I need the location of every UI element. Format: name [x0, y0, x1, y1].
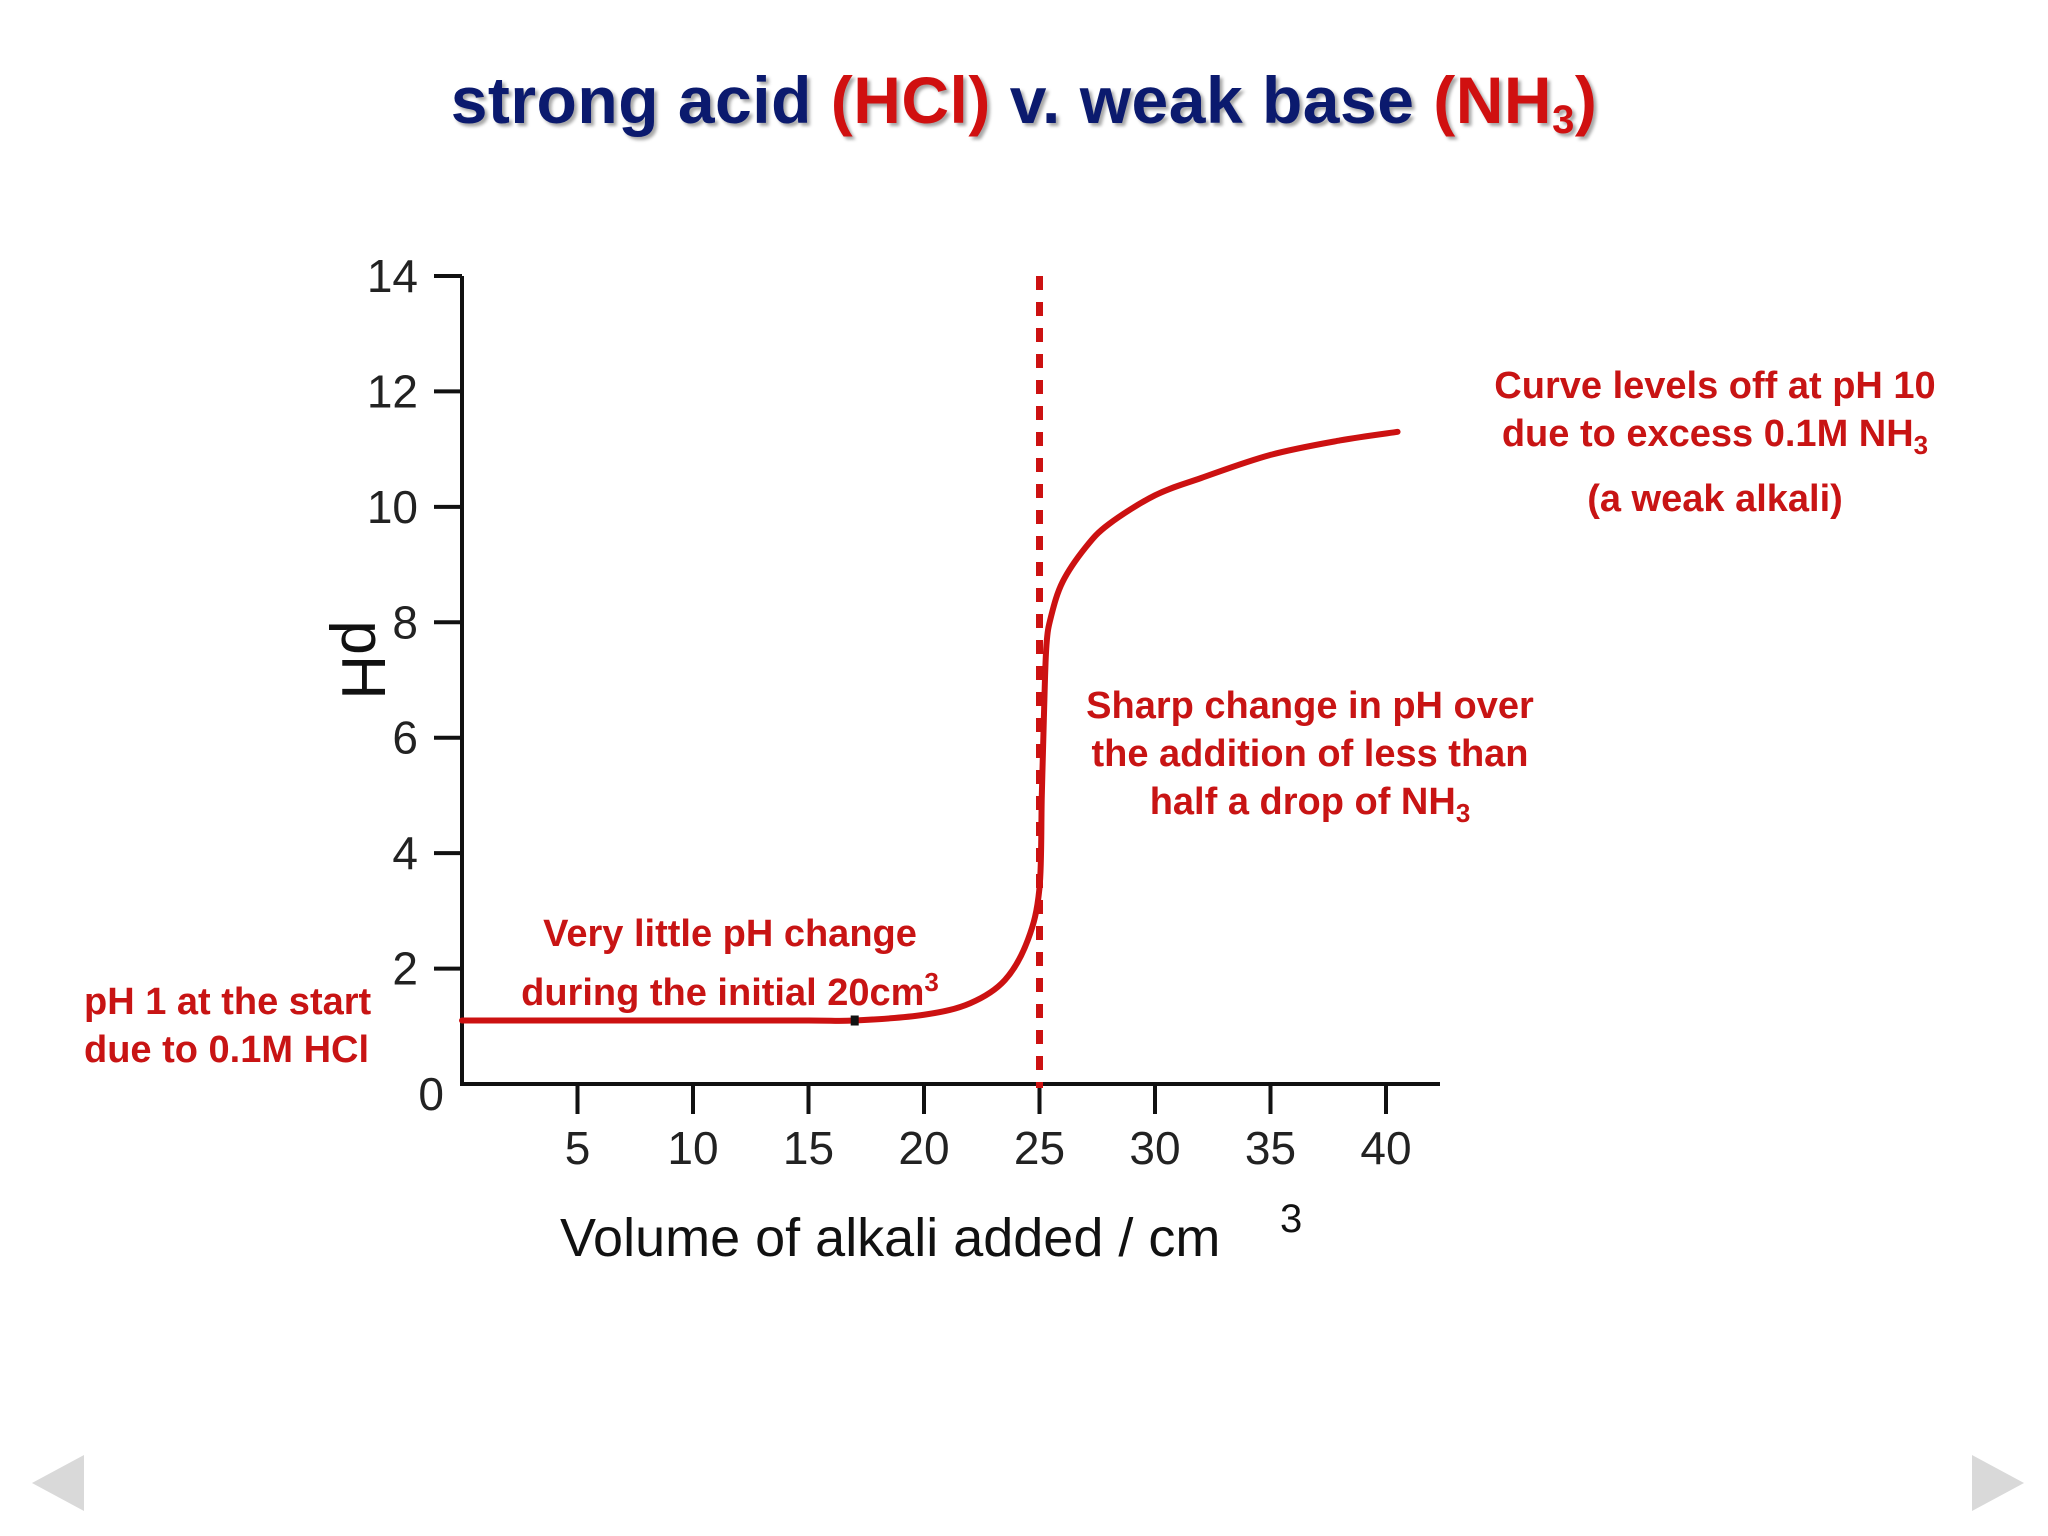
previous-slide-button[interactable]	[32, 1455, 84, 1511]
x-tick-label-25: 25	[1014, 1122, 1065, 1174]
x-tick-label-20: 20	[898, 1122, 949, 1174]
title-base-subscript: 3	[1552, 98, 1575, 142]
annotation-levels-sub: 3	[1913, 430, 1929, 460]
y-tick-label-2: 2	[392, 943, 418, 995]
y-tick-label-10: 10	[367, 481, 418, 533]
y-tick-label-8: 8	[392, 596, 418, 648]
y-tick-label-6: 6	[392, 712, 418, 764]
x-tick-label-5: 5	[565, 1122, 591, 1174]
chart-axes	[460, 276, 1440, 1086]
annotation-levels-line1: Curve levels off at pH 10	[1494, 365, 1936, 407]
annotation-sharp-sub: 3	[1455, 798, 1471, 828]
title-part1: strong acid	[450, 63, 831, 137]
annotation-initial: Very little pH change during the initial…	[500, 910, 960, 1017]
slide-title: strong acid (HCl) v. weak base (NH3)	[0, 62, 2048, 143]
annotation-levels-line3: (a weak alkali)	[1587, 478, 1843, 520]
x-tick-label-30: 30	[1129, 1122, 1180, 1174]
next-slide-button[interactable]	[1972, 1455, 2024, 1511]
annotation-sharp-line3: half a drop of NH	[1149, 781, 1456, 823]
y-tick-label-4: 4	[392, 827, 418, 879]
y-tick-label-0: 0	[418, 1068, 444, 1120]
annotation-initial-line2: during the initial 20cm	[521, 972, 925, 1014]
annotation-sharp-line1: Sharp change in pH over	[1086, 685, 1534, 727]
title-part2: v. weak base	[990, 63, 1434, 137]
annotation-sharp-line2: the addition of less than	[1091, 733, 1529, 775]
annotation-initial-sup: 3	[924, 967, 939, 997]
x-tick-label-35: 35	[1245, 1122, 1296, 1174]
curve-marker	[850, 1015, 859, 1026]
x-tick-label-15: 15	[783, 1122, 834, 1174]
title-base-formula-close: )	[1574, 63, 1598, 137]
y-tick-label-12: 12	[367, 365, 418, 417]
title-base-formula-open: (NH	[1433, 63, 1553, 137]
annotation-levels-line2: due to excess 0.1M NH	[1501, 413, 1914, 455]
annotation-start-line1: pH 1 at the start	[84, 981, 372, 1023]
x-tick-label-40: 40	[1360, 1122, 1411, 1174]
titration-curve	[459, 428, 1401, 1024]
annotation-start: pH 1 at the start due to 0.1M HCl	[84, 978, 371, 1074]
chart-ticks: 0 2 4 6 8 10 12 14 5 10 15 20 25 30 35 40	[367, 250, 1412, 1174]
title-acid-formula: (HCl)	[830, 63, 991, 137]
annotation-sharp-change: Sharp change in pH over the addition of …	[1070, 682, 1550, 837]
y-tick-label-14: 14	[367, 250, 418, 302]
annotation-start-line2: due to 0.1M HCl	[84, 1029, 370, 1071]
x-axis-label: Volume of alkali added / cm	[560, 1208, 1220, 1268]
annotation-levels-off: Curve levels off at pH 10 due to excess …	[1480, 362, 1950, 523]
x-tick-label-10: 10	[667, 1122, 718, 1174]
x-axis-label-superscript: 3	[1280, 1197, 1302, 1241]
annotation-initial-line1: Very little pH change	[543, 913, 917, 955]
y-axis-label: pH	[328, 620, 397, 699]
